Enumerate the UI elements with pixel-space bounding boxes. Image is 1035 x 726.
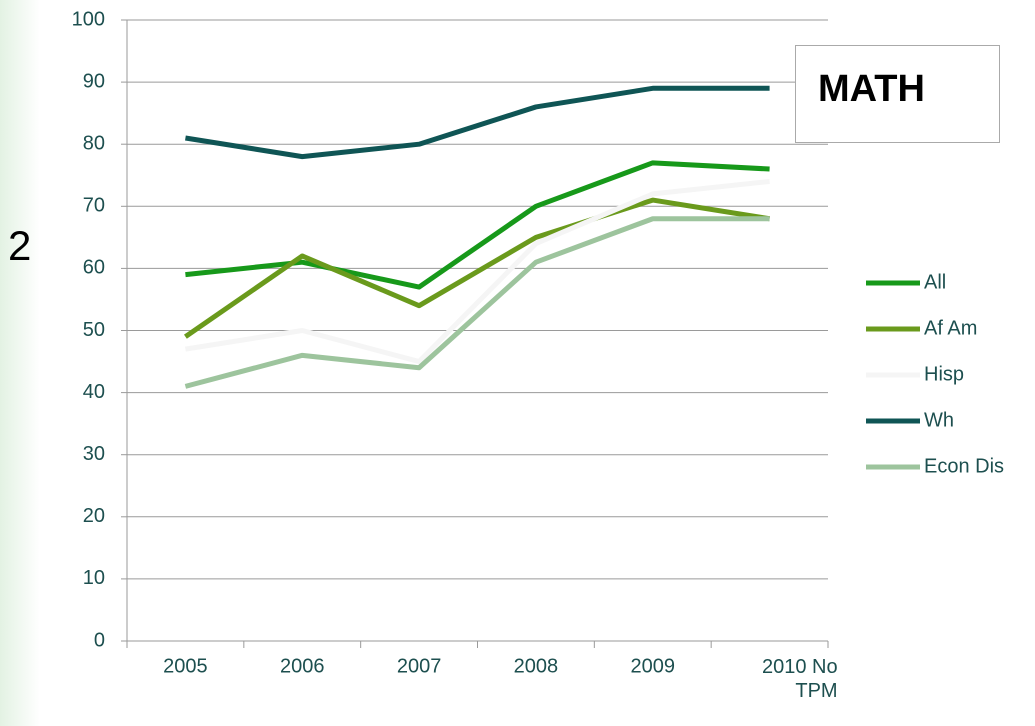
series-line [184,216,770,389]
y-tick-label: 80 [83,132,105,154]
chart-title: MATH [795,45,1000,143]
x-tick-label: 2009 [631,655,676,677]
legend-label: Hisp [924,363,964,385]
y-tick-label: 70 [83,195,105,217]
x-tick-label: 2010 No TPM [761,656,838,702]
y-tick-label: 10 [83,567,105,589]
x-tick-label: 2008 [514,655,559,677]
legend-label: Af Am [924,317,977,339]
series-line [183,197,770,339]
y-tick-label: 0 [94,629,105,651]
y-tick-label: 20 [83,505,105,527]
series-line [185,178,770,365]
y-tick-label: 60 [83,257,105,279]
legend-label: Econ Dis [924,455,1004,477]
series-line [185,85,770,160]
y-tick-label: 50 [83,319,105,341]
x-tick-label: 2006 [280,655,325,677]
y-tick-label: 40 [83,381,105,403]
series-line [185,160,770,290]
x-tick-label: 2007 [397,655,442,677]
y-tick-label: 100 [72,8,105,30]
background-stripe [0,0,40,726]
y-tick-label: 30 [83,443,105,465]
x-tick-label: 2005 [163,655,208,677]
y-tick-label: 90 [83,70,105,92]
legend-label: Wh [924,409,954,431]
side-text: 2 [8,222,32,269]
legend-label: All [924,271,946,293]
